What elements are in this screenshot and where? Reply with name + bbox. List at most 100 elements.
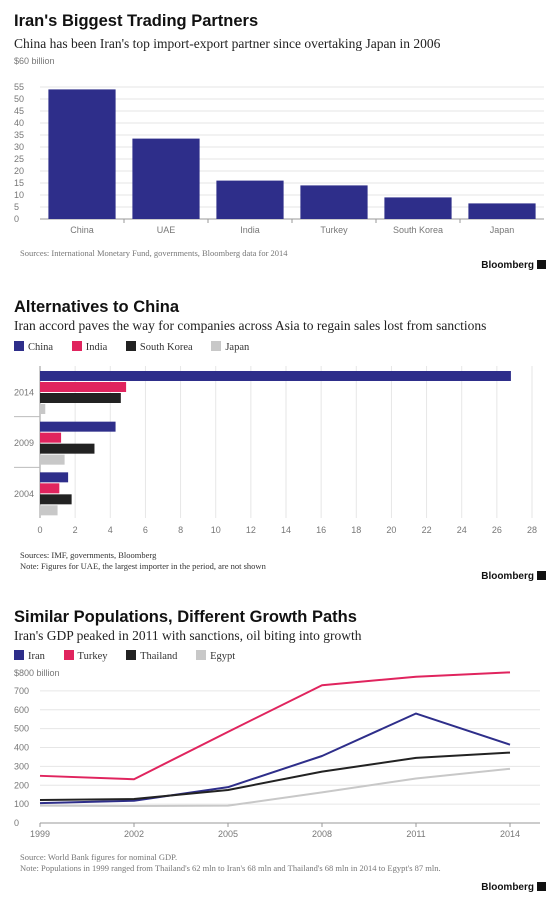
chart2-title: Alternatives to China <box>14 298 180 316</box>
chart1-plot: 0 5 10 15 20 25 30 35 40 45 50 55 China UAE India Turke… <box>14 82 544 235</box>
chart3-title: Similar Populations, Different Growth Pa… <box>14 608 357 626</box>
x-tick-label: 18 <box>351 525 361 535</box>
x-tick-label: 14 <box>281 525 291 535</box>
y-category-label: 2009 <box>14 438 34 448</box>
x-tick-label: 26 <box>492 525 502 535</box>
chart3-bloomberg-logo: Bloomberg <box>481 882 546 893</box>
x-tick-label: China <box>70 225 94 235</box>
x-tick-label: 12 <box>246 525 256 535</box>
legend-item-egypt: Egypt <box>196 650 235 662</box>
bar-india-2009 <box>40 432 62 443</box>
bar-south-korea-2009 <box>40 443 95 454</box>
legend-label: Iran <box>28 651 45 662</box>
chart3-source: Source: World Bank figures for nominal G… <box>20 852 540 874</box>
y-tick-label: 35 <box>14 130 24 140</box>
bar-south-korea-2004 <box>40 494 72 505</box>
x-tick-label: 10 <box>211 525 221 535</box>
x-tick-label: 24 <box>457 525 467 535</box>
x-tick-label: Turkey <box>320 225 348 235</box>
y-tick-label: 5 <box>14 202 19 212</box>
chart2-legend: China India South Korea Japan <box>14 341 265 353</box>
chart3-plot: 0 100 200 300 400 500 600 700 1999 2002 2005 2008 20… <box>14 671 540 839</box>
thailand-swatch <box>126 650 137 660</box>
y-tick-label: 15 <box>14 178 24 188</box>
x-tick-label: 2005 <box>218 829 238 839</box>
brand-text: Bloomberg <box>481 882 534 893</box>
legend-item-china: China <box>14 341 53 353</box>
y-tick-label: 50 <box>14 94 24 104</box>
bar-india <box>216 180 284 219</box>
chart2-subtitle: Iran accord paves the way for companies … <box>14 318 487 333</box>
legend-item-south-korea: South Korea <box>125 341 193 353</box>
x-tick-label: 4 <box>108 525 113 535</box>
japan-swatch <box>211 341 222 351</box>
y-tick-label: 600 <box>14 705 29 715</box>
bar-japan-2014 <box>40 404 46 414</box>
bar-china <box>48 89 116 220</box>
chart3-legend: Iran Turkey Thailand Egypt <box>14 650 251 662</box>
legend-item-india: India <box>71 341 108 353</box>
chart3-subtitle: Iran's GDP peaked in 2011 with sanctions… <box>14 628 362 643</box>
x-tick-label: 16 <box>316 525 326 535</box>
y-tick-label: 20 <box>14 166 24 176</box>
bloomberg-mark-icon <box>537 260 546 269</box>
india-swatch <box>71 341 82 351</box>
y-tick-label: 45 <box>14 106 24 116</box>
y-tick-label: 200 <box>14 780 29 790</box>
x-tick-label: South Korea <box>393 225 443 235</box>
x-tick-label: 2 <box>73 525 78 535</box>
y-tick-label: 10 <box>14 190 24 200</box>
iran-swatch <box>14 650 24 660</box>
y-tick-label: 55 <box>14 82 24 92</box>
chart3-unit-label: $800 billion <box>14 668 60 678</box>
chart1-source: Sources: International Monetary Fund, go… <box>20 248 288 258</box>
bar-turkey <box>300 185 368 219</box>
chart2-bloomberg-logo: Bloomberg <box>481 571 546 582</box>
bar-uae <box>132 138 200 219</box>
y-category-label: 2014 <box>14 388 34 398</box>
x-tick-label: 22 <box>422 525 432 535</box>
legend-item-iran: Iran <box>14 650 45 662</box>
legend-label: Turkey <box>77 651 108 662</box>
legend-item-thailand: Thailand <box>126 650 177 662</box>
trading-partners-panel: Iran's Biggest Trading Partners China ha… <box>0 0 554 280</box>
chart1-subtitle: China has been Iran's top import-export … <box>14 36 441 51</box>
chart2-note-line: Note: Figures for UAE, the largest impor… <box>20 561 266 571</box>
line-turkey <box>39 671 511 781</box>
x-tick-label: UAE <box>157 225 176 235</box>
chart3-note-line: Note: Populations in 1999 ranged from Th… <box>20 863 441 873</box>
bloomberg-mark-icon <box>537 882 546 891</box>
bar-japan-2004 <box>40 505 58 516</box>
x-tick-label: 28 <box>527 525 537 535</box>
legend-label: Egypt <box>210 651 236 662</box>
brand-text: Bloomberg <box>481 260 534 271</box>
chart2-source-line: Sources: IMF, governments, Bloomberg <box>20 550 157 560</box>
y-tick-label: 300 <box>14 761 29 771</box>
y-tick-label: 30 <box>14 142 24 152</box>
y-tick-label: 40 <box>14 118 24 128</box>
bar-south-korea-2014 <box>40 393 121 403</box>
bar-india-2014 <box>40 382 127 392</box>
x-tick-label: 8 <box>178 525 183 535</box>
line-thailand <box>39 751 511 801</box>
line-iran <box>39 712 511 805</box>
x-tick-label: 2008 <box>312 829 332 839</box>
legend-label: India <box>85 342 108 353</box>
x-tick-label: Japan <box>490 225 515 235</box>
y-tick-label: 0 <box>14 214 19 224</box>
line-egypt <box>39 767 511 808</box>
x-tick-label: 20 <box>386 525 396 535</box>
bloomberg-mark-icon <box>537 571 546 580</box>
x-tick-label: 2014 <box>500 829 520 839</box>
x-tick-label: 2002 <box>124 829 144 839</box>
chart3-source-line: Source: World Bank figures for nominal G… <box>20 852 178 862</box>
brand-text: Bloomberg <box>481 571 534 582</box>
bar-china-2014 <box>40 371 511 381</box>
bar-india-2004 <box>40 483 60 494</box>
y-category-label: 2004 <box>14 489 34 499</box>
china-swatch <box>14 341 24 351</box>
chart1-unit-label: $60 billion <box>14 56 55 66</box>
alternatives-panel: Alternatives to China Iran accord paves … <box>14 298 546 582</box>
